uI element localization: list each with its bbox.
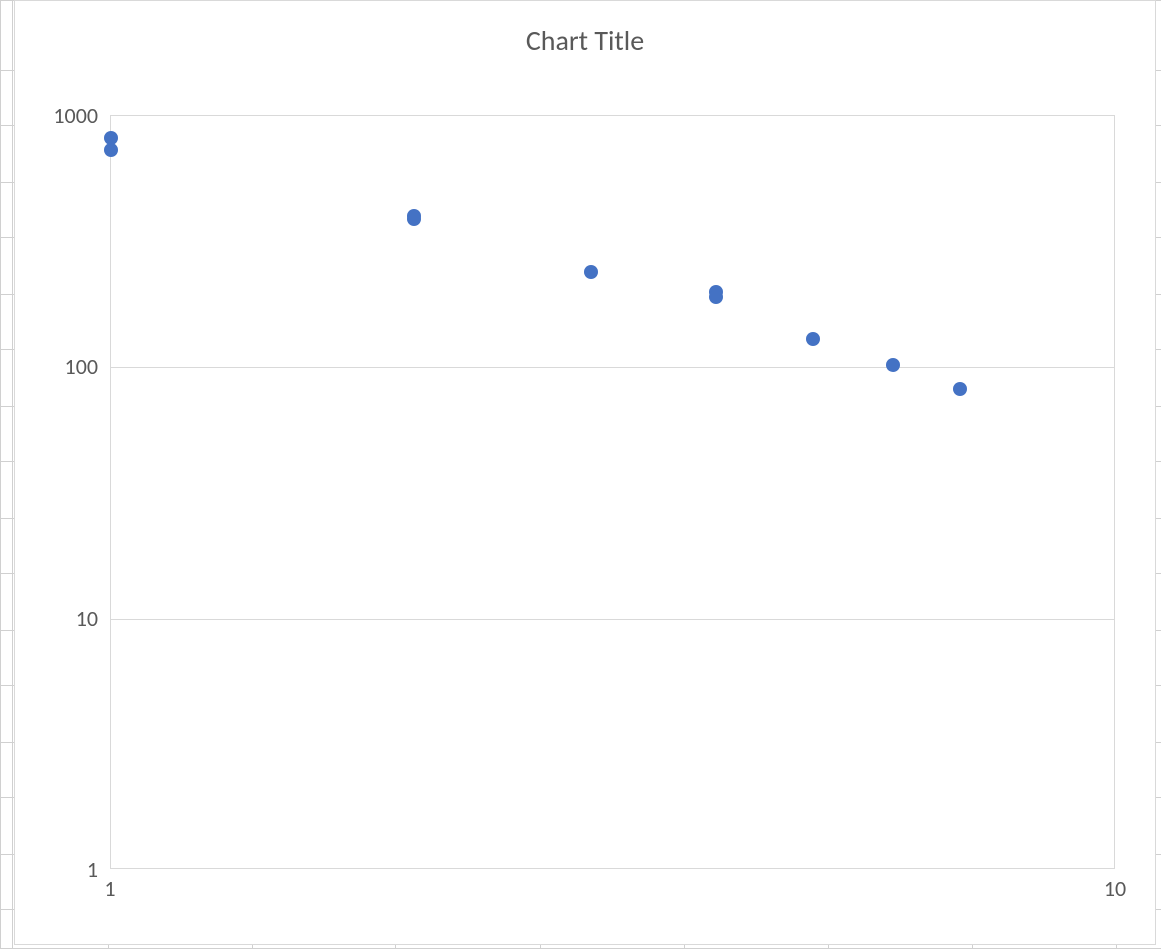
data-point[interactable]	[407, 212, 421, 226]
y-axis-tick-label: 1000	[15, 102, 98, 129]
chart-container[interactable]: Chart Title 1101001000110	[14, 0, 1156, 945]
chart-title: Chart Title	[15, 23, 1155, 58]
plot-area[interactable]	[110, 115, 1115, 869]
chart-gridline-horizontal	[111, 619, 1114, 620]
sheet-gridline-vertical	[12, 0, 13, 948]
data-point[interactable]	[886, 358, 900, 372]
y-axis-tick-label: 100	[15, 353, 98, 380]
data-point[interactable]	[953, 382, 967, 396]
data-point[interactable]	[709, 290, 723, 304]
data-point[interactable]	[584, 265, 598, 279]
data-point[interactable]	[104, 143, 118, 157]
y-axis-tick-label: 10	[15, 605, 98, 632]
data-point[interactable]	[806, 332, 820, 346]
chart-gridline-horizontal	[111, 367, 1114, 368]
x-axis-tick-label: 10	[1075, 875, 1155, 902]
sheet-gridline-vertical	[0, 0, 1, 948]
x-axis-tick-label: 1	[70, 875, 150, 902]
